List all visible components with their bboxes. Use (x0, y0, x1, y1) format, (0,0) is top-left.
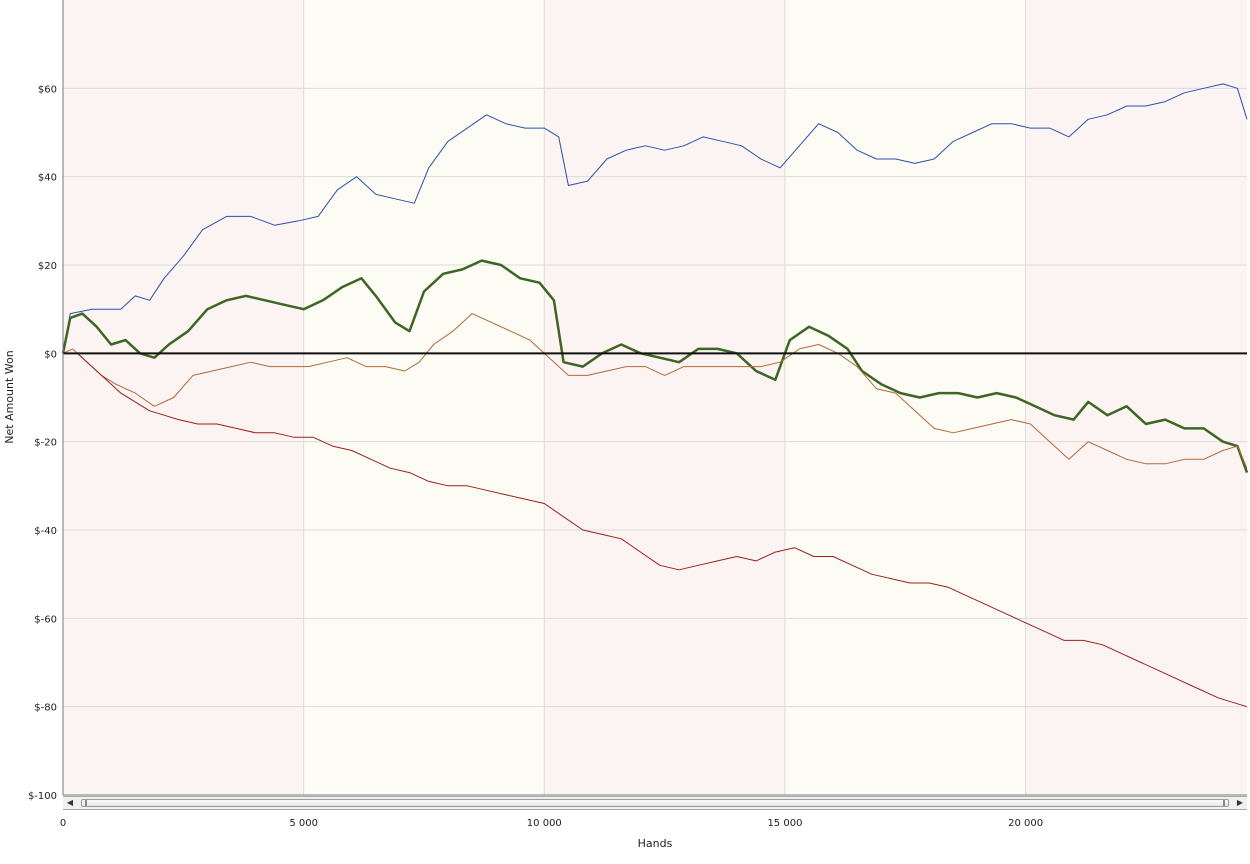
y-tick-label: $40 (38, 173, 57, 184)
y-tick-label: $-80 (34, 703, 57, 714)
y-tick-label: $-20 (34, 438, 57, 449)
y-tick-label: $20 (38, 261, 57, 272)
x-tick-label: 15 000 (767, 818, 802, 829)
series-line-4 (63, 352, 1248, 708)
background-band (1025, 0, 1247, 795)
x-tick-label: 5 000 (289, 818, 318, 829)
thumb-grip-left-icon (85, 800, 87, 806)
background-band (63, 0, 304, 795)
y-axis-title: Net Amount Won (3, 350, 16, 443)
horizontal-scrollbar[interactable]: ◀ ▶ (63, 796, 1247, 810)
background-band (303, 0, 545, 795)
x-tick-label: 10 000 (527, 818, 562, 829)
x-axis-title: Hands (638, 837, 673, 850)
background-band (784, 0, 1026, 795)
scroll-right-arrow-icon[interactable]: ▶ (1236, 798, 1244, 807)
x-tick-label: 0 (60, 818, 66, 829)
y-tick-label: $-40 (34, 526, 57, 537)
series-line-2 (61, 259, 1249, 474)
y-tick-label: $-100 (28, 791, 57, 802)
axes (62, 0, 1247, 796)
scrollbar-thumb[interactable] (81, 799, 1229, 807)
x-tick-label: 20 000 (1008, 818, 1043, 829)
background-band (544, 0, 785, 795)
background-bands (63, 0, 1247, 795)
tick-labels: $60 $40 $20 $0 $-20 $-40 $-60 $-80 $-100 0 5 000 10… (28, 84, 1043, 829)
y-tick-label: $-60 (34, 614, 57, 625)
y-tick-label: $60 (38, 84, 57, 95)
series-lines (61, 83, 1249, 708)
scroll-left-arrow-icon[interactable]: ◀ (66, 798, 74, 807)
y-tick-label: $0 (44, 349, 57, 360)
series-line-1 (62, 83, 1248, 354)
series-line-3 (62, 313, 1248, 469)
thumb-grip-right-icon (1223, 800, 1225, 806)
